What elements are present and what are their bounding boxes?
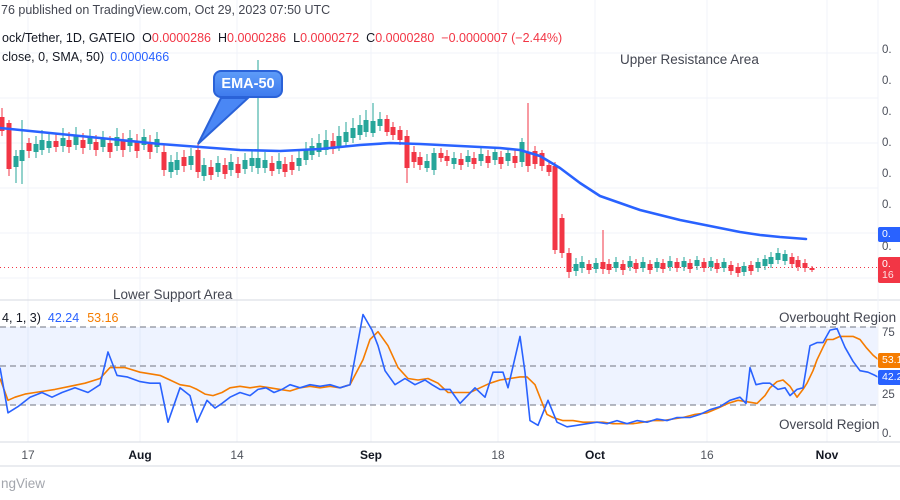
tradingview-watermark[interactable]: ngView bbox=[1, 476, 46, 491]
ma-params: close, 0, SMA, 50) bbox=[2, 50, 105, 64]
candles bbox=[0, 60, 815, 278]
time-axis-label[interactable]: 14 bbox=[230, 448, 244, 462]
price-axis-tick: 0. bbox=[882, 199, 892, 211]
last-price-value: 0. bbox=[882, 258, 891, 270]
time-axis-label[interactable]: Sep bbox=[359, 448, 383, 462]
low-label: L bbox=[293, 31, 301, 45]
time-axis-label[interactable]: Nov bbox=[815, 448, 839, 462]
close-label: C bbox=[366, 31, 376, 45]
change-value: −0.0000007 (−2.44%) bbox=[441, 31, 563, 45]
stoch-k-value: 42.24 bbox=[47, 311, 80, 325]
stoch-legend[interactable]: 4, 1, 3) 42.24 53.16 bbox=[2, 311, 118, 325]
overbought-label: Overbought Region bbox=[779, 310, 897, 325]
price-axis-tick: 0. bbox=[882, 44, 892, 56]
oversold-label: Oversold Region bbox=[779, 417, 880, 432]
stoch-k-badge: 42.24 bbox=[878, 370, 900, 385]
stochastic-lines bbox=[0, 313, 881, 428]
ema-price-badge: 0. bbox=[878, 227, 900, 242]
symbol-description: ock/Tether, 1D, GATEIO bbox=[2, 31, 136, 45]
price-axis-tick: 0. bbox=[882, 168, 892, 180]
price-axis-tick: 0. bbox=[882, 75, 892, 87]
upper-resistance-label: Upper Resistance Area bbox=[620, 52, 759, 67]
time-axis-label[interactable]: Oct bbox=[584, 448, 606, 462]
published-line: 76 published on TradingView.com, Oct 29,… bbox=[1, 3, 331, 17]
stoch-axis-tick: 75 bbox=[882, 327, 895, 339]
symbol-ohlc-line[interactable]: ock/Tether, 1D, GATEIO O0.0000286 H0.00002… bbox=[2, 31, 562, 45]
lower-support-label: Lower Support Area bbox=[113, 287, 233, 302]
open-value: 0.0000286 bbox=[151, 31, 211, 45]
price-axis-tick: 0. bbox=[882, 137, 892, 149]
open-label: O bbox=[142, 31, 152, 45]
separators bbox=[0, 0, 900, 467]
ma-value: 0.0000466 bbox=[110, 50, 170, 64]
price-axis-tick: 0. bbox=[882, 106, 892, 118]
low-value: 0.0000272 bbox=[300, 31, 360, 45]
time-axis-label[interactable]: 18 bbox=[491, 448, 505, 462]
ema-line bbox=[0, 126, 808, 241]
price-axis-tick: 0. bbox=[882, 241, 892, 253]
time-axis-label[interactable]: 17 bbox=[21, 448, 35, 462]
stochastic-panel bbox=[0, 326, 878, 406]
high-value: 0.0000286 bbox=[227, 31, 287, 45]
stoch-d-badge: 53.16 bbox=[878, 353, 900, 368]
last-price-badge: 0. 16 bbox=[878, 257, 900, 283]
close-value: 0.0000280 bbox=[375, 31, 435, 45]
stoch-axis-tick: 25 bbox=[882, 389, 895, 401]
time-axis-label[interactable]: 16 bbox=[700, 448, 714, 462]
stoch-params: 4, 1, 3) bbox=[2, 311, 41, 325]
ema-callout[interactable]: EMA-50 bbox=[213, 70, 283, 98]
bar-countdown: 16 bbox=[882, 269, 894, 281]
stoch-axis-tick: 0. bbox=[882, 428, 892, 440]
ema-callout-tail bbox=[197, 97, 251, 145]
ma-legend-line[interactable]: close, 0, SMA, 50) 0.0000466 bbox=[2, 50, 169, 64]
time-axis-label[interactable]: Aug bbox=[128, 448, 152, 462]
stoch-d-value: 53.16 bbox=[87, 311, 119, 325]
high-label: H bbox=[217, 31, 228, 45]
